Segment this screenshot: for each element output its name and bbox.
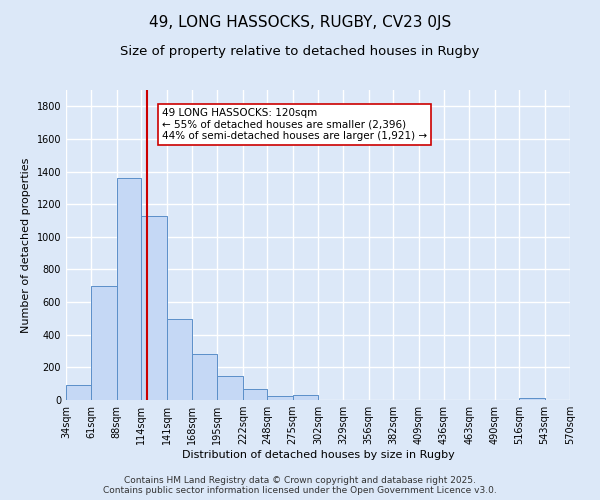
Bar <box>66 384 91 400</box>
Bar <box>267 396 293 400</box>
Y-axis label: Number of detached properties: Number of detached properties <box>21 158 31 332</box>
Bar <box>141 216 167 400</box>
Bar <box>117 178 141 400</box>
Text: 49 LONG HASSOCKS: 120sqm
← 55% of detached houses are smaller (2,396)
44% of sem: 49 LONG HASSOCKS: 120sqm ← 55% of detach… <box>162 108 427 141</box>
Bar <box>91 286 117 400</box>
Bar <box>519 398 545 400</box>
X-axis label: Distribution of detached houses by size in Rugby: Distribution of detached houses by size … <box>182 450 454 460</box>
Text: Contains public sector information licensed under the Open Government Licence v3: Contains public sector information licen… <box>103 486 497 495</box>
Bar <box>243 390 267 400</box>
Bar <box>192 354 217 400</box>
Text: Contains HM Land Registry data © Crown copyright and database right 2025.: Contains HM Land Registry data © Crown c… <box>124 476 476 485</box>
Bar <box>167 319 192 400</box>
Bar <box>217 376 243 400</box>
Text: 49, LONG HASSOCKS, RUGBY, CV23 0JS: 49, LONG HASSOCKS, RUGBY, CV23 0JS <box>149 15 451 30</box>
Text: Size of property relative to detached houses in Rugby: Size of property relative to detached ho… <box>121 45 479 58</box>
Bar <box>293 395 318 400</box>
